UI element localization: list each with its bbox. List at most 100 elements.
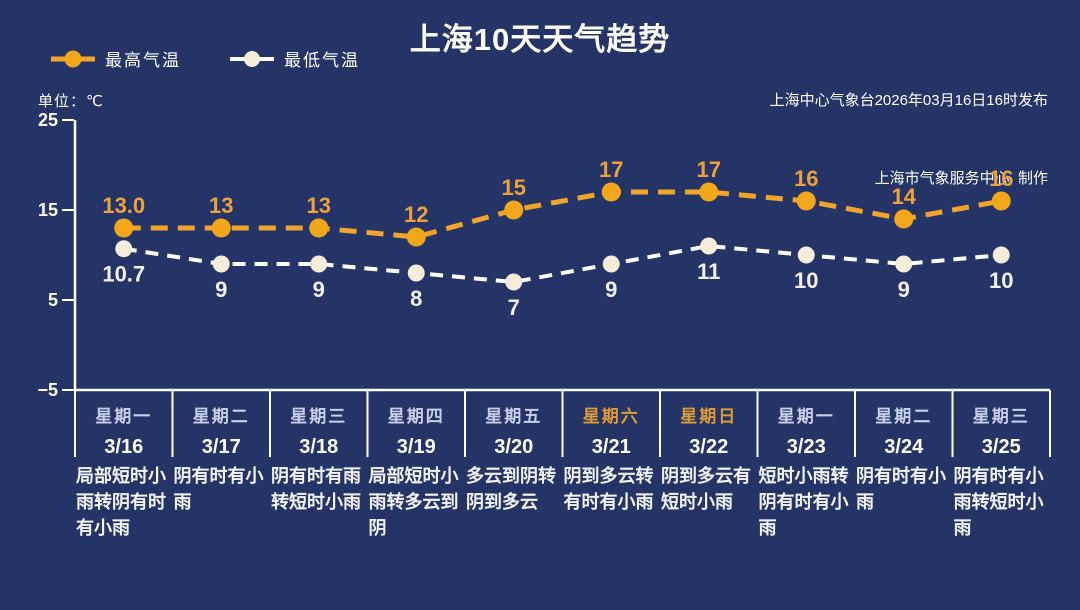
day-column-3/23: 星期一 3/23 短时小雨转阴有时有小雨	[758, 394, 856, 541]
weekday-label: 星期二	[875, 407, 933, 426]
day-column-3/24: 星期二 3/24 阴有时有小雨	[855, 394, 953, 541]
high-temp-point-3/24	[894, 209, 914, 229]
day-column-3/21: 星期六 3/21 阴到多云转有时有小雨	[563, 394, 661, 541]
date-label: 3/23	[786, 436, 826, 458]
unit-label: 单位：℃	[38, 93, 104, 110]
low-temp-point-3/21	[602, 255, 620, 273]
low-temp-point-3/16	[115, 240, 133, 258]
high-temp-value-3/25: 16	[989, 166, 1013, 191]
day-column-3/17: 星期二 3/17 阴有时有小雨	[173, 394, 271, 541]
weather-description: 局部短时小雨转阴有时有小雨	[76, 466, 166, 538]
high-temp-point-3/21	[601, 182, 621, 202]
day-column-3/25: 星期三 3/25 阴有时有小雨转短时小雨	[953, 394, 1051, 541]
low-temp-value-3/25: 10	[989, 268, 1013, 293]
low-temp-point-3/24	[895, 255, 913, 273]
low-temp-value-3/20: 7	[508, 295, 520, 320]
weekday-label: 星期三	[290, 407, 348, 426]
low-temp-point-3/25	[992, 246, 1010, 264]
weekday-label: 星期五	[485, 407, 543, 426]
high-temp-value-3/19: 12	[404, 202, 428, 227]
high-temp-value-3/17: 13	[209, 193, 233, 218]
weather-description: 阴到多云转有时有小雨	[563, 466, 654, 512]
high-temp-value-3/18: 13	[307, 193, 331, 218]
low-temp-point-3/23	[797, 246, 815, 264]
high-temp-point-3/19	[406, 227, 426, 247]
weather-description: 局部短时小雨转多云到阴	[368, 466, 459, 538]
low-temp-value-3/23: 10	[794, 268, 818, 293]
low-temp-value-3/17: 9	[215, 277, 227, 302]
high-temp-point-3/23	[796, 191, 816, 211]
high-temp-line	[123, 189, 1002, 240]
high-temp-value-3/21: 17	[599, 157, 623, 182]
weekday-label: 星期三	[972, 407, 1030, 426]
high-temp-point-3/22	[699, 182, 719, 202]
day-column-3/18: 星期三 3/18 阴有时有雨转短时小雨	[270, 394, 368, 541]
low-temp-value-3/19: 8	[410, 286, 422, 311]
low-temp-value-3/16: 10.7	[102, 262, 145, 287]
y-axis-tick-label: −5	[37, 380, 58, 400]
high-temp-point-3/17	[211, 218, 231, 238]
weather-description: 阴有时有小雨转短时小雨	[953, 466, 1044, 538]
low-temp-value-3/24: 9	[898, 277, 910, 302]
publisher-line1: 上海中心气象台2026年03月16日16时发布	[769, 92, 1048, 109]
high-temp-value-3/22: 17	[697, 157, 721, 182]
date-label: 3/21	[591, 436, 631, 458]
low-temp-point-3/17	[212, 255, 230, 273]
weather-description: 阴有时有小雨	[856, 466, 946, 512]
date-label: 3/16	[104, 436, 144, 458]
day-column-3/19: 星期四 3/19 局部短时小雨转多云到阴	[368, 394, 466, 541]
weather-description: 短时小雨转阴有时有小雨	[758, 466, 849, 538]
low-temp-value-3/21: 9	[605, 277, 617, 302]
date-label: 3/22	[689, 436, 729, 458]
y-axis-tick-label: 15	[38, 200, 58, 220]
legend-item-high: 最高气温	[50, 46, 181, 71]
day-column-3/20: 星期五 3/20 多云到阴转阴到多云	[465, 394, 563, 541]
weather-description: 阴有时有小雨	[173, 466, 264, 512]
day-column-3/22: 星期日 3/22 阴到多云有短时小雨	[660, 394, 758, 541]
weekday-label: 星期二	[192, 407, 250, 426]
weekday-label: 星期日	[680, 407, 738, 426]
legend-label-high: 最高气温	[105, 51, 181, 70]
date-label: 3/25	[981, 436, 1021, 458]
y-axis-tick-label: 5	[48, 290, 58, 310]
date-label: 3/18	[299, 436, 339, 458]
date-label: 3/19	[396, 436, 436, 458]
weekday-label: 星期一	[777, 407, 835, 426]
chart-legend: 最高气温 最低气温	[50, 46, 398, 71]
high-temp-point-3/25	[991, 191, 1011, 211]
legend-item-low: 最低气温	[229, 46, 360, 71]
low-temp-value-3/18: 9	[313, 277, 325, 302]
weekday-label: 星期四	[387, 407, 445, 426]
high-temp-value-3/16: 13.0	[102, 193, 145, 218]
date-label: 3/17	[201, 436, 241, 458]
weather-description: 阴到多云有短时小雨	[661, 466, 751, 512]
low-temp-point-3/22	[700, 237, 718, 255]
low-temp-point-3/19	[407, 264, 425, 282]
y-axis-tick-label: 25	[38, 110, 58, 130]
low-temp-line	[123, 243, 1002, 285]
date-label: 3/24	[884, 436, 924, 458]
weather-description: 阴有时有雨转短时小雨	[271, 466, 361, 512]
page-title: 上海10天天气趋势	[409, 22, 671, 57]
publisher-info: 上海中心气象台2026年03月16日16时发布 上海市气象服务中心 制作	[770, 36, 1048, 244]
low-temp-value-3/22: 11	[697, 259, 720, 284]
high-temp-value-3/23: 16	[794, 166, 818, 191]
publisher-line2: 上海市气象服务中心 制作	[874, 170, 1048, 187]
low-temp-legend-marker-icon	[230, 50, 274, 67]
day-column-3/16: 星期一 3/16 局部短时小雨转阴有时有小雨	[75, 394, 173, 541]
high-temp-value-3/20: 15	[502, 175, 526, 200]
low-temp-point-3/18	[310, 255, 328, 273]
date-label: 3/20	[494, 436, 534, 458]
high-temp-legend-marker-icon	[51, 50, 95, 67]
legend-label-low: 最低气温	[284, 51, 360, 70]
high-temp-point-3/20	[504, 200, 524, 220]
weather-description: 多云到阴转阴到多云	[466, 466, 556, 512]
weekday-label: 星期一	[95, 407, 153, 426]
high-temp-point-3/18	[309, 218, 329, 238]
high-temp-value-3/24: 14	[892, 184, 917, 209]
high-temp-point-3/16	[114, 218, 134, 238]
forecast-day-table: 星期一 3/16 局部短时小雨转阴有时有小雨 星期二 3/17 阴有时有小雨 星期三 3/18…	[75, 394, 1050, 541]
weekday-label: 星期六	[582, 407, 640, 426]
